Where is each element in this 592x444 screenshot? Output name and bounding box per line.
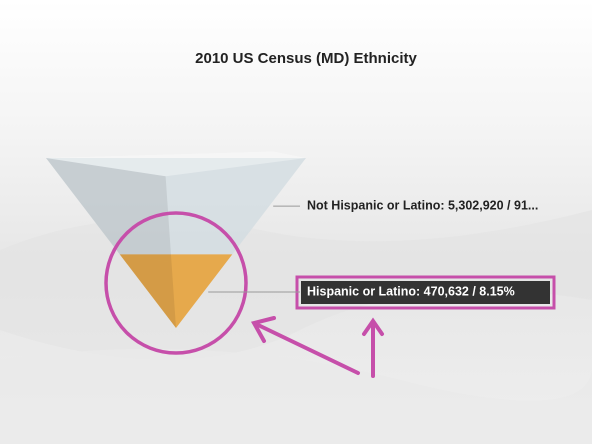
- funnel-segment: [119, 254, 233, 328]
- highlight-circle: [104, 211, 248, 355]
- funnel-segment: [46, 158, 306, 255]
- label-background: [301, 281, 550, 304]
- chart-title: 2010 US Census (MD) Ethnicity: [195, 50, 417, 67]
- arrow: [254, 322, 360, 375]
- data-label: Not Hispanic or Latino: 5,302,920 / 91..…: [307, 198, 538, 212]
- segment-top: [46, 151, 306, 177]
- arrows: [250, 316, 384, 378]
- labels: Hispanic or Latino: 470,632 / 8.15% Not H…: [208, 198, 538, 298]
- arrow-head: [362, 317, 384, 336]
- segment-shade: [46, 158, 172, 263]
- arrow-head: [250, 316, 276, 343]
- segment-shade: [119, 254, 176, 328]
- background-field: [0, 348, 592, 444]
- data-label: Hispanic or Latino: 470,632 / 8.15%: [307, 284, 515, 298]
- plot-area: [46, 151, 306, 328]
